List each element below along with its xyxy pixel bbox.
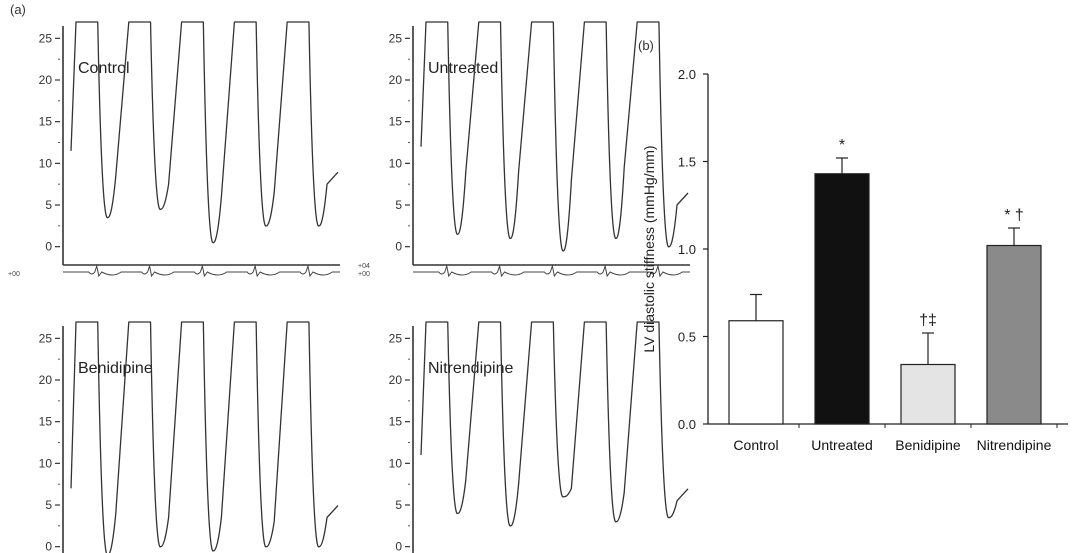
pressure-trace: [420, 21, 689, 252]
trace-y-tick-label: 5: [45, 198, 52, 212]
ecg-tick-label: +00: [358, 271, 370, 278]
trace-y-tick-label: 5: [45, 498, 52, 512]
trace-y-tick-label: 5: [395, 498, 402, 512]
trace-y-tick-label: 20: [39, 73, 53, 87]
panel-a-label: (a): [10, 2, 26, 17]
bar-category-label: Control: [733, 437, 778, 453]
ecg-trace: [413, 264, 690, 278]
trace-y-tick-label: 20: [389, 373, 403, 387]
stiffness-bar-chart: 0.0 0.5 1.0 1.5 2.0 LV diastolic stiffness (m…: [641, 67, 1068, 453]
bar-category-label: Benidipine: [895, 437, 961, 453]
trace-y-tick-label: 0: [45, 240, 52, 254]
trace-title: Control: [78, 60, 130, 77]
trace-control: 25 20 15 10 5 0 Control +00: [8, 21, 340, 278]
trace-y-tick-label: 25: [39, 331, 53, 345]
trace-y-tick-label: 5: [395, 198, 402, 212]
bar-y-tick-label: 1.5: [678, 155, 696, 170]
trace-y-tick-label: 0: [395, 540, 402, 553]
trace-y-tick-label: 15: [389, 115, 403, 129]
trace-y-tick-label: 10: [389, 456, 403, 470]
bar-category-label: Nitrendipine: [977, 437, 1052, 453]
bar-untreated: [814, 173, 870, 425]
bar-category-label: Untreated: [811, 437, 872, 453]
trace-y-tick-label: 0: [395, 240, 402, 254]
trace-title: Nitrendipine: [428, 360, 513, 377]
significance-marker: *: [839, 137, 845, 154]
pressure-trace: [70, 321, 339, 553]
trace-title: Benidipine: [78, 360, 153, 377]
trace-y-tick-label: 20: [389, 73, 403, 87]
trace-y-tick-label: 10: [39, 156, 53, 170]
pressure-trace: [420, 321, 689, 527]
trace-y-tick-label: 15: [389, 415, 403, 429]
ecg-tick-label: +00: [8, 271, 20, 278]
bar-y-tick-label: 0.5: [678, 330, 696, 345]
bar-y-axis-label: LV diastolic stiffness (mmHg/mm): [641, 145, 657, 352]
ecg-trace: [63, 264, 340, 278]
pressure-traces-panel: 25 20 15 10 5 0 Control +00 25 20 15 10 5 0 Untreated +…: [8, 21, 690, 553]
significance-marker: †‡: [919, 312, 937, 329]
bar-y-tick-label: 1.0: [678, 242, 696, 257]
pressure-trace: [70, 21, 339, 244]
ecg-tick-label: +04: [358, 263, 370, 270]
bar-y-tick-label: 2.0: [678, 67, 696, 82]
panel-b-label: (b): [638, 38, 654, 53]
bar-nitrendipine: [986, 244, 1042, 425]
bar-control: [728, 320, 784, 425]
trace-y-tick-label: 10: [39, 456, 53, 470]
trace-y-tick-label: 20: [39, 373, 53, 387]
trace-y-tick-label: 15: [39, 415, 53, 429]
trace-y-tick-label: 25: [39, 31, 53, 45]
trace-y-tick-label: 15: [39, 115, 53, 129]
bar-benidipine: [900, 363, 956, 425]
trace-title: Untreated: [428, 60, 498, 77]
trace-y-tick-label: 25: [389, 331, 403, 345]
trace-untreated: 25 20 15 10 5 0 Untreated +00+04: [358, 21, 690, 278]
trace-y-tick-label: 25: [389, 31, 403, 45]
trace-y-tick-label: 10: [389, 156, 403, 170]
bar-y-tick-label: 0.0: [678, 417, 696, 432]
trace-y-tick-label: 0: [45, 540, 52, 553]
significance-marker: * †: [1004, 207, 1024, 224]
